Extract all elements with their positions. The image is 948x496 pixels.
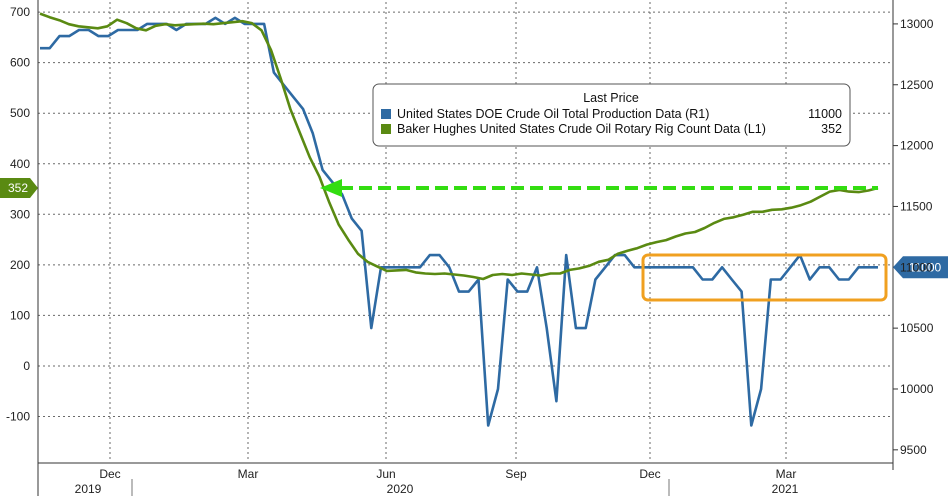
right-tick-label: 11000 <box>900 260 933 274</box>
annotation-layer: 352 11000 <box>0 178 948 302</box>
left-tick-label: 400 <box>10 157 30 171</box>
legend-box <box>372 83 851 147</box>
legend-title: Last Price <box>583 91 639 105</box>
right-value-badge-text: 11000 <box>909 260 942 274</box>
year-tick-label: 2021 <box>772 482 799 496</box>
legend-entry-value: 11000 <box>808 107 842 121</box>
month-tick-label: Dec <box>639 467 660 481</box>
left-value-badge <box>0 178 38 199</box>
tick-labels: 700 600 500 400 300 200 100 0 -100 13000 12500 1200… <box>6 5 934 496</box>
left-value-badge-text: 352 <box>8 181 28 195</box>
left-tick-label: -100 <box>6 410 30 424</box>
legend-entry-value: 352 <box>821 122 842 136</box>
right-value-badge <box>893 256 948 279</box>
production-series-line <box>40 16 878 427</box>
series-layer <box>39 12 879 427</box>
left-tick-label: 100 <box>10 308 30 322</box>
right-tick-label: 12500 <box>900 78 934 92</box>
right-tick-label: 10000 <box>900 382 934 396</box>
month-tick-label: Sep <box>505 467 527 481</box>
left-tick-label: 0 <box>23 359 30 373</box>
legend-swatch <box>381 109 391 119</box>
annotation-arrowhead <box>320 179 342 198</box>
year-tick-label: 2019 <box>75 482 102 496</box>
right-tick-label: 12000 <box>900 139 934 153</box>
axes <box>37 0 898 496</box>
month-tick-label: Jun <box>376 467 395 481</box>
month-tick-label: Mar <box>776 467 797 481</box>
rig-count-series-line <box>39 12 879 281</box>
right-tick-label: 13000 <box>900 17 934 31</box>
left-tick-label: 700 <box>10 5 30 19</box>
left-tick-label: 300 <box>10 207 30 221</box>
legend-entry-label: Baker Hughes United States Crude Oil Rot… <box>397 122 766 136</box>
legend-swatch <box>381 124 391 134</box>
month-tick-label: Dec <box>99 467 120 481</box>
legend-entry-label: United States DOE Crude Oil Total Produc… <box>397 107 709 121</box>
month-tick-label: Mar <box>238 467 259 481</box>
right-tick-label: 10500 <box>900 321 934 335</box>
left-tick-label: 200 <box>10 258 30 272</box>
right-tick-label: 9500 <box>900 443 927 457</box>
left-tick-label: 500 <box>10 106 30 120</box>
left-tick-label: 600 <box>10 56 30 70</box>
right-tick-label: 11500 <box>900 199 933 213</box>
legend: Last Price United States DOE Crude Oil To… <box>372 83 851 147</box>
year-tick-label: 2020 <box>387 482 414 496</box>
grid <box>38 2 893 462</box>
annotation-highlight-box <box>641 253 888 302</box>
